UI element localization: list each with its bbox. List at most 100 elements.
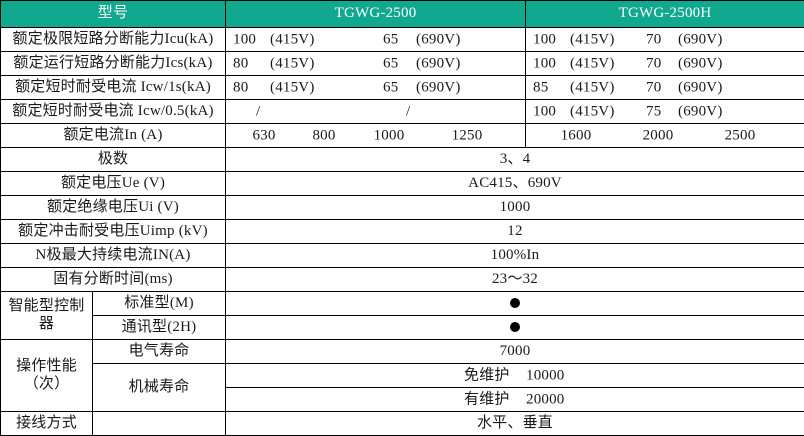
table-row: 固有分断时间(ms) 23～32 xyxy=(1,268,804,292)
sub-label-mechanical-life: 机械寿命 xyxy=(93,364,226,412)
table-row: 额定极限短路分断能力Icu(kA) 100 (415V) 65 (690V) 1… xyxy=(1,28,804,52)
header-model-tgwg2500h: TGWG-2500H xyxy=(526,1,804,28)
ics-std-690-unit: (690V) xyxy=(416,55,461,72)
rated-current-1600: 1600 xyxy=(546,127,606,144)
cell-ics-standard: 80 (415V) 65 (690V) xyxy=(226,52,526,76)
cell-standard-type-mark xyxy=(226,292,804,316)
row-label-ics: 额定运行短路分断能力Ics(kA) xyxy=(1,52,226,76)
table-row: 额定冲击耐受电压Uimp (kV) 12 xyxy=(1,220,804,244)
cell-icw05-h: 100 (415V) 75 (690V) xyxy=(526,100,804,124)
rated-current-2000: 2000 xyxy=(628,127,688,144)
table-row: 额定短时耐受电流 Icw/0.5(kA) / / 100 (415V) 75 (… xyxy=(1,100,804,124)
icw05-h-415-unit: (415V) xyxy=(570,103,615,120)
cell-mechanical-life-free: 免维护 10000 xyxy=(226,364,804,388)
cell-icu-standard: 100 (415V) 65 (690V) xyxy=(226,28,526,52)
table-row: N极最大持续电流IN(A) 100%In xyxy=(1,244,804,268)
filled-circle-icon xyxy=(510,322,520,332)
table-header-row: 型号 TGWG-2500 TGWG-2500H xyxy=(1,1,804,28)
group-label-intelligent-controller: 智能型控制器 xyxy=(1,292,93,340)
ics-std-415-value: 80 xyxy=(233,55,248,72)
icu-std-415-value: 100 xyxy=(233,31,256,48)
cell-icw05-standard: / / xyxy=(226,100,526,124)
table-row: 额定短时耐受电流 Icw/1s(kA) 80 (415V) 65 (690V) … xyxy=(1,76,804,100)
ics-h-415-value: 100 xyxy=(533,55,556,72)
table-row: 通讯型(2H) xyxy=(1,316,804,340)
ics-h-415-unit: (415V) xyxy=(570,55,615,72)
icu-std-690-unit: (690V) xyxy=(416,31,461,48)
icu-h-690-value: 70 xyxy=(646,31,661,48)
cell-communication-type-mark xyxy=(226,316,804,340)
icw05-std-slash-2: / xyxy=(406,103,410,120)
icw05-h-415-value: 100 xyxy=(533,103,556,120)
rated-current-1000: 1000 xyxy=(359,127,419,144)
icw1s-h-690-value: 70 xyxy=(646,79,661,96)
mechanical-life-maintained-label: 有维护 xyxy=(464,391,510,408)
rated-current-1250: 1250 xyxy=(437,127,497,144)
icw1s-std-415-value: 80 xyxy=(233,79,248,96)
cell-rated-current-standard: 630 800 1000 1250 xyxy=(226,124,526,148)
cell-ics-h: 100 (415V) 70 (690V) xyxy=(526,52,804,76)
cell-electrical-life-value: 7000 xyxy=(226,340,804,364)
header-model-tgwg2500: TGWG-2500 xyxy=(226,1,526,28)
ics-std-415-unit: (415V) xyxy=(270,55,315,72)
icu-h-415-value: 100 xyxy=(533,31,556,48)
row-label-impulse-voltage: 额定冲击耐受电压Uimp (kV) xyxy=(1,220,226,244)
table-row: 机械寿命 免维护 10000 xyxy=(1,364,804,388)
icu-std-690-value: 65 xyxy=(383,31,398,48)
table-row: 额定运行短路分断能力Ics(kA) 80 (415V) 65 (690V) 10… xyxy=(1,52,804,76)
ics-std-690-value: 65 xyxy=(383,55,398,72)
sub-label-communication-type: 通讯型(2H) xyxy=(93,316,226,340)
row-label-icu: 额定极限短路分断能力Icu(kA) xyxy=(1,28,226,52)
row-label-icw-1s: 额定短时耐受电流 Icw/1s(kA) xyxy=(1,76,226,100)
row-value-rated-voltage: AC415、690V xyxy=(226,172,804,196)
row-value-impulse-voltage: 12 xyxy=(226,220,804,244)
mechanical-life-free-label: 免维护 xyxy=(464,367,510,384)
row-label-breaking-time: 固有分断时间(ms) xyxy=(1,268,226,292)
icw1s-h-415-value: 85 xyxy=(533,79,548,96)
icw1s-std-690-value: 65 xyxy=(383,79,398,96)
cell-icu-h: 100 (415V) 70 (690V) xyxy=(526,28,804,52)
row-label-icw-05s: 额定短时耐受电流 Icw/0.5(kA) xyxy=(1,100,226,124)
icu-std-415-unit: (415V) xyxy=(270,31,315,48)
table-row: 额定电流In (A) 630 800 1000 1250 1600 2000 2… xyxy=(1,124,804,148)
table-row: 操作性能（次） 电气寿命 7000 xyxy=(1,340,804,364)
rated-current-630: 630 xyxy=(234,127,294,144)
icw1s-std-690-unit: (690V) xyxy=(416,79,461,96)
icw05-h-690-value: 75 xyxy=(646,103,661,120)
row-label-insulation-voltage: 额定绝缘电压Ui (V) xyxy=(1,196,226,220)
table-row: 额定电压Ue (V) AC415、690V xyxy=(1,172,804,196)
table-row: 额定绝缘电压Ui (V) 1000 xyxy=(1,196,804,220)
cell-icw1s-standard: 80 (415V) 65 (690V) xyxy=(226,76,526,100)
rated-current-800: 800 xyxy=(294,127,354,144)
icu-h-415-unit: (415V) xyxy=(570,31,615,48)
cell-mechanical-life-maintained: 有维护 20000 xyxy=(226,388,804,412)
rated-current-2500: 2500 xyxy=(710,127,770,144)
sub-label-electrical-life: 电气寿命 xyxy=(93,340,226,364)
icw1s-std-415-unit: (415V) xyxy=(270,79,315,96)
mechanical-life-maintained-value: 20000 xyxy=(526,391,565,408)
row-value-insulation-voltage: 1000 xyxy=(226,196,804,220)
icw05-std-slash-1: / xyxy=(256,103,260,120)
ics-h-690-value: 70 xyxy=(646,55,661,72)
mechanical-life-free-value: 10000 xyxy=(526,367,565,384)
row-label-rated-current: 额定电流In (A) xyxy=(1,124,226,148)
table-row: 智能型控制器 标准型(M) xyxy=(1,292,804,316)
row-value-poles: 3、4 xyxy=(226,148,804,172)
icu-h-690-unit: (690V) xyxy=(678,31,723,48)
table-row: 极数 3、4 xyxy=(1,148,804,172)
cell-icw1s-h: 85 (415V) 70 (690V) xyxy=(526,76,804,100)
filled-circle-icon xyxy=(510,298,520,308)
sub-label-standard-type: 标准型(M) xyxy=(93,292,226,316)
group-label-operation-performance: 操作性能（次） xyxy=(1,340,93,412)
icw05-h-690-unit: (690V) xyxy=(678,103,723,120)
row-value-n-pole-current: 100%In xyxy=(226,244,804,268)
row-label-n-pole-current: N极最大持续电流IN(A) xyxy=(1,244,226,268)
ics-h-690-unit: (690V) xyxy=(678,55,723,72)
row-value-breaking-time: 23～32 xyxy=(226,268,804,292)
header-model-label: 型号 xyxy=(1,1,226,28)
cell-rated-current-h: 1600 2000 2500 xyxy=(526,124,804,148)
icw1s-h-415-unit: (415V) xyxy=(570,79,615,96)
row-label-rated-voltage: 额定电压Ue (V) xyxy=(1,172,226,196)
icw1s-h-690-unit: (690V) xyxy=(678,79,723,96)
row-label-poles: 极数 xyxy=(1,148,226,172)
